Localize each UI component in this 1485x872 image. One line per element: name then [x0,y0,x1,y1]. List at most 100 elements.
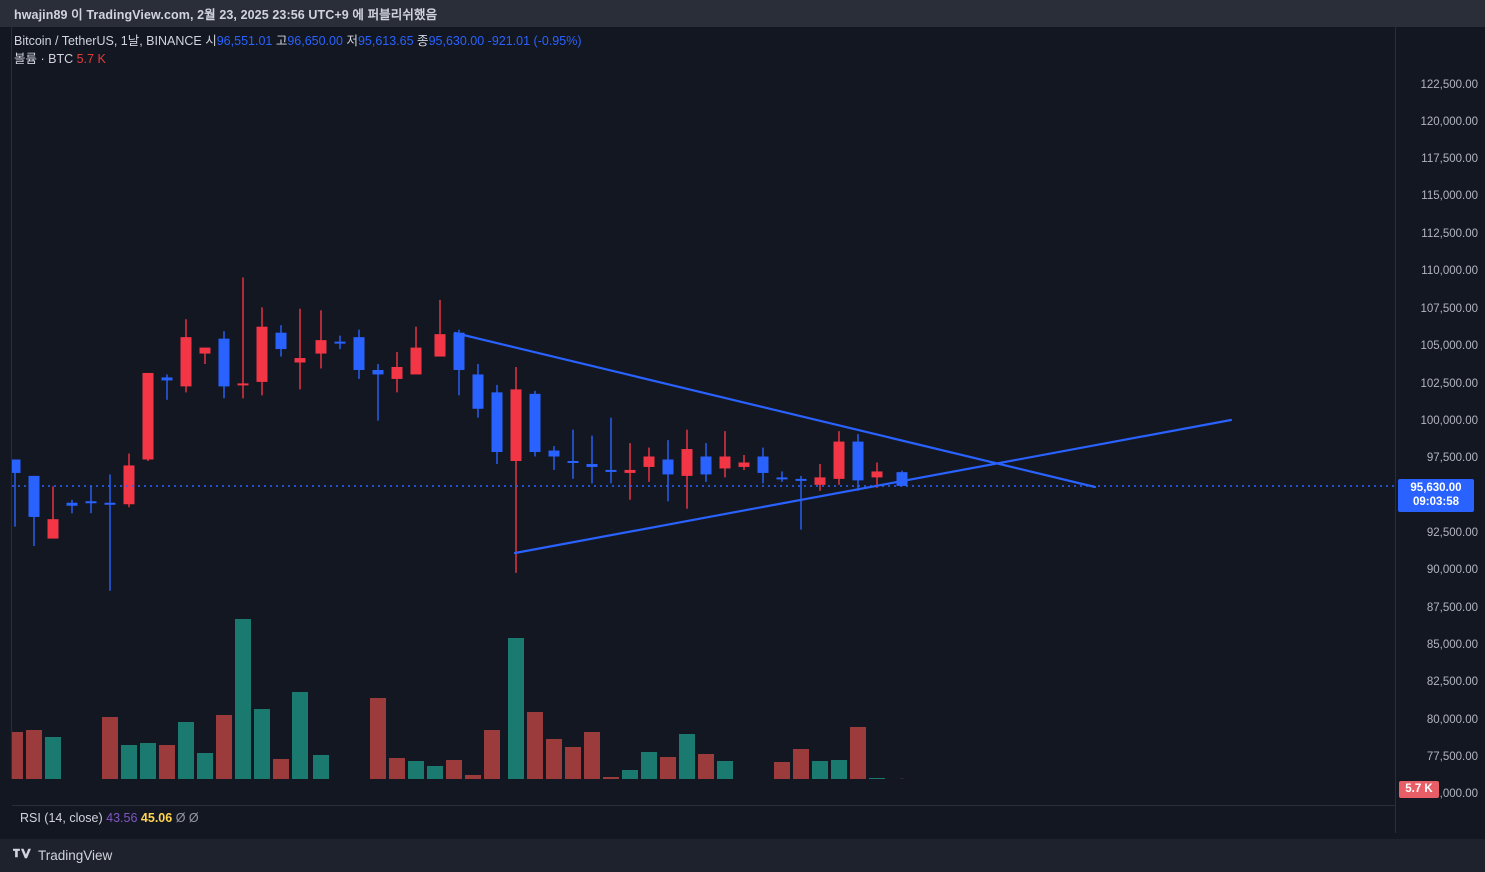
volume-bar [465,775,481,779]
volume-bar [679,734,695,779]
price-axis-tick: 102,500.00 [1420,378,1478,390]
volume-bar [698,754,714,779]
candle-body [275,332,287,350]
volume-bar [622,770,638,779]
candle-body [85,501,97,504]
candle-body [548,450,560,457]
rsi-value-1: 43.56 [106,811,138,825]
price-axis[interactable]: 122,500.00 120,000.00 117,500.00 115,000.00… [1396,27,1485,800]
price-axis-border [1395,27,1396,839]
volume-bar [389,758,405,779]
candle-body [237,383,249,386]
volume-bar [197,753,213,779]
volume-bar [508,638,524,779]
volume-bar [292,692,308,779]
volume-bar [774,762,790,779]
tradingview-logo-icon [13,847,32,865]
volume-bar [235,619,251,779]
candle-body [142,372,154,460]
volume-bar [121,745,137,779]
pane-left-border [11,27,12,779]
candle-body [567,460,579,463]
candle-body [814,477,826,485]
volume-bar [313,755,329,779]
candle-body [47,519,59,539]
current-countdown: 09:03:58 [1412,496,1460,508]
volume-bar [603,777,619,779]
price-axis-tick: 107,500.00 [1420,303,1478,315]
volume-bar [831,760,847,779]
price-axis-tick: 112,500.00 [1421,228,1478,240]
candle-body [529,393,541,453]
footer-bar: TradingView [0,839,1485,872]
candle-body [738,462,750,467]
candle-body [472,374,484,409]
volume-bar [26,730,42,779]
candle-body [453,332,465,370]
volume-bar [527,712,543,779]
candlestick-series [12,277,908,591]
candle-body [180,337,192,387]
candle-body [700,456,712,475]
candle-body [199,347,211,354]
volume-bar [446,760,462,779]
tradingview-logo[interactable]: TradingView [0,847,112,865]
tradingview-logo-text: TradingView [38,848,113,863]
candle-body [662,459,674,475]
volume-bar [793,749,809,779]
publish-attribution-bar: hwajin89 이 TradingView.com, 2월 23, 2025 … [0,0,1485,27]
candle-body [334,341,346,344]
candle-body [161,377,173,381]
candle-body [434,334,446,357]
rsi-title[interactable]: RSI (14, close) [20,811,103,825]
rsi-legend: RSI (14, close) 43.56 45.06 Ø Ø [20,810,199,826]
volume-series [12,619,885,779]
price-axis-tick: 82,500.00 [1426,676,1478,688]
volume-bar [584,732,600,779]
candle-body [757,456,769,473]
candle-body [795,478,807,481]
volume-bar [12,732,23,779]
rsi-hidden-icon-2: Ø [188,811,199,825]
volume-bar [427,766,443,779]
candle-body [372,369,384,375]
price-axis-tick: 77,500.00 [1426,751,1478,763]
volume-bar [254,709,270,779]
candle-body [624,469,636,473]
volume-bar [565,747,581,779]
candle-body [719,456,731,469]
volume-bar [717,761,733,779]
volume-bar [812,761,828,779]
candle-body [256,326,268,382]
volume-bar [484,730,500,779]
candle-body [643,456,655,467]
price-axis-tick: 115,000.00 [1421,190,1478,202]
candle-body [28,475,40,517]
price-axis-tick: 117,500.00 [1421,153,1478,165]
candle-body [510,389,522,461]
price-pane[interactable] [12,27,1395,779]
drawing-overlays [12,331,1395,779]
candle-body [391,366,403,379]
volume-bar [102,717,118,779]
price-axis-tick: 75,000.00 [1426,788,1478,800]
price-axis-tick: 110,000.00 [1421,265,1478,277]
volume-bar [546,739,562,779]
price-axis-tick: 80,000.00 [1426,714,1478,726]
candle-body [104,502,116,505]
price-axis-tick: 87,500.00 [1426,602,1478,614]
volume-value-badge[interactable]: 5.7 K [1399,781,1439,798]
price-axis-tick: 85,000.00 [1426,639,1478,651]
price-axis-tick: 97,500.00 [1426,452,1478,464]
price-axis-tick: 122,500.00 [1420,79,1478,91]
volume-bar [641,752,657,779]
candle-body [896,472,908,486]
current-price-badge[interactable]: 95,630.00 09:03:58 [1398,479,1474,512]
volume-bar [869,778,885,779]
price-axis-tick: 120,000.00 [1420,116,1478,128]
rsi-value-2: 45.06 [140,811,173,825]
ascending-support[interactable] [513,418,1233,555]
candle-body [218,338,230,387]
descending-resistance[interactable] [453,331,1097,489]
